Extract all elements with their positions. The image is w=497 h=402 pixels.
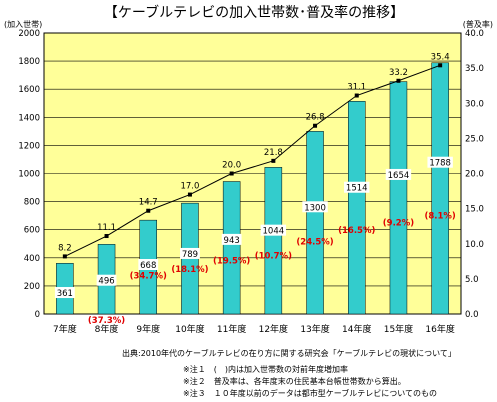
line-marker (146, 208, 151, 213)
line-marker (354, 93, 359, 98)
bar-label: 943 (224, 236, 240, 246)
bar (264, 167, 283, 315)
right-tick-label: 35.0 (465, 64, 484, 74)
bar-label: 496 (98, 277, 114, 287)
right-tick-label: 10.0 (465, 240, 484, 250)
line-label: 26.8 (306, 113, 325, 123)
line-label: 11.1 (97, 223, 116, 233)
left-tick-label: 1000 (18, 170, 40, 180)
line-label: 17.0 (180, 182, 199, 192)
chart-title: 【ケーブルテレビの加入世帯数･普及率の推移】 (104, 4, 404, 21)
note-3: ※注３ １０年度以前のデータは都市型ケーブルテレビについてのもの (183, 388, 437, 398)
line-marker (62, 254, 67, 259)
right-tick-label: 0.0 (465, 310, 479, 320)
bar-label: 1044 (263, 227, 285, 237)
bar-label: 1514 (346, 184, 368, 194)
note-2: ※注２ 普及率は、各年度末の住民基本台帳世帯数から算出。 (183, 376, 406, 386)
category-label: 9年度 (136, 323, 160, 335)
category-label: 15年度 (384, 323, 413, 335)
right-axis-unit: (普及率) (463, 19, 493, 29)
bar-label-bg (260, 224, 287, 236)
left-tick-label: 2000 (18, 29, 40, 39)
left-tick-label: 800 (24, 198, 40, 208)
right-tick-label: 40.0 (465, 29, 484, 39)
bar-label-bg (96, 274, 117, 286)
bar-label-bg (427, 156, 453, 168)
bar (222, 181, 241, 315)
line-marker (313, 123, 318, 128)
category-label: 16年度 (425, 323, 454, 335)
bar-label-bg (138, 258, 159, 270)
bar-label-bg (221, 233, 242, 245)
penetration-line (64, 64, 441, 257)
bar-series: 361 496 668 789 943 1044 1300 1514 1654 1788 (37.3… (54, 62, 456, 326)
left-axis-unit: (加入世帯) (4, 19, 42, 29)
right-tick-label: 20.0 (465, 170, 484, 180)
growth-rate-label: (8.1%) (424, 212, 455, 222)
right-axis: 0.0 5.0 10.0 15.0 20.0 25.0 30.0 35.0 40.0 (465, 29, 484, 320)
bar-label-bg (302, 201, 328, 213)
left-tick-label: 1400 (18, 113, 40, 123)
growth-rate-label: (24.5%) (296, 238, 333, 248)
right-tick-label: 30.0 (465, 99, 484, 109)
line-series: 8.2 11.1 14.7 17.0 20.0 21.8 26.8 31.1 33.2 35.4 (58, 52, 450, 259)
left-tick-label: 200 (24, 282, 40, 292)
line-label: 33.2 (389, 68, 408, 78)
left-axis: 0 200 400 600 800 1000 1200 1400 1600 1800 2000 (18, 29, 40, 320)
left-tick-label: 1200 (18, 141, 40, 151)
category-axis: 7年度 8年度 9年度 10年度 11年度 12年度 13年度 14年度 15年度 16年度 (53, 323, 455, 335)
growth-rate-label: (18.1%) (171, 265, 208, 275)
line-label: 21.8 (264, 148, 283, 158)
line-label: 35.4 (431, 52, 450, 62)
bar-label-bg (54, 287, 75, 299)
right-tick-label: 15.0 (465, 205, 484, 215)
category-label: 14年度 (342, 323, 371, 335)
growth-rate-label: (9.2%) (383, 219, 414, 229)
source-note: 出典:2010年代のケーブルテレビの在り方に関する研究会「ケーブルテレビの現状に… (122, 348, 456, 358)
line-label: 8.2 (58, 243, 72, 253)
bar-label: 668 (140, 261, 156, 271)
bar-label: 789 (182, 250, 198, 260)
category-label: 7年度 (53, 323, 77, 335)
growth-rate-label: (19.5%) (213, 257, 250, 267)
bar-label: 1654 (388, 171, 410, 181)
category-label: 8年度 (95, 323, 119, 335)
growth-rate-label: (10.7%) (255, 251, 292, 261)
bar-label-bg (385, 168, 412, 180)
growth-rate-label: (34.7%) (130, 271, 167, 281)
bar-label-bg (180, 247, 200, 259)
bar (431, 62, 449, 315)
right-tick-label: 25.0 (465, 134, 484, 144)
line-marker (104, 234, 109, 239)
line-marker (271, 158, 276, 163)
category-label: 11年度 (217, 323, 246, 335)
line-marker (438, 63, 443, 68)
growth-rate-label: (37.3%) (88, 316, 125, 326)
left-tick-label: 400 (24, 254, 40, 264)
line-marker (396, 78, 401, 83)
bar (348, 101, 366, 315)
left-tick-label: 0 (35, 310, 40, 320)
bar-label: 1300 (304, 203, 326, 213)
left-tick-label: 1800 (18, 57, 40, 67)
line-label: 20.0 (222, 161, 241, 171)
bar (306, 131, 324, 315)
line-marker (187, 192, 192, 197)
left-tick-label: 1600 (18, 85, 40, 95)
note-1: ※注１ ( )内は加入世帯数の対前年度増加率 (183, 364, 348, 374)
line-label: 14.7 (139, 198, 158, 208)
bar-label-bg (344, 181, 370, 193)
left-tick-label: 600 (24, 226, 40, 236)
category-label: 10年度 (175, 323, 204, 335)
bar-label: 361 (57, 289, 73, 299)
line-label: 31.1 (347, 83, 366, 93)
line-marker (229, 171, 234, 176)
bar-label: 1788 (429, 159, 451, 169)
category-label: 13年度 (300, 323, 329, 335)
growth-rate-label: (16.5%) (338, 226, 375, 236)
right-tick-label: 5.0 (465, 275, 479, 285)
bar (389, 81, 408, 315)
category-label: 12年度 (259, 323, 288, 335)
